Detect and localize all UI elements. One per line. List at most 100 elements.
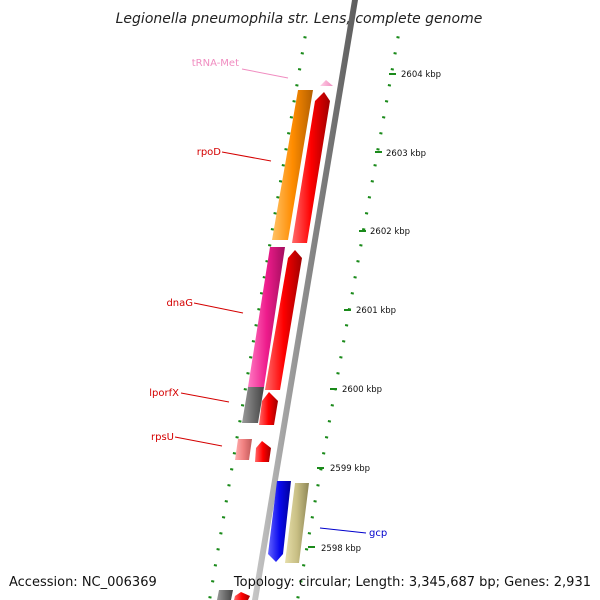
leader-rpsu (174, 436, 223, 447)
inner-ring-tick (208, 596, 212, 599)
inner-ring-tick (300, 52, 304, 55)
inner-ring-tick (257, 308, 261, 311)
inner-ring-tick (297, 68, 302, 71)
leader-rpod (221, 151, 272, 162)
scale-ticks (208, 36, 400, 599)
outer-ring-tick (393, 52, 397, 55)
scale-label-2599: 2599 kbp (330, 464, 370, 474)
scale-label-2603: 2603 kbp (386, 149, 426, 159)
inner-ring-tick (249, 356, 253, 359)
accession-text: Accession: NC_006369 (9, 575, 157, 590)
outer-ring-tick (336, 372, 340, 375)
outer-ring-tick (316, 484, 320, 487)
outer-ring-tick (339, 356, 343, 359)
outer-ring-tick (330, 404, 334, 407)
outer-ring-tick (296, 596, 300, 599)
outer-ring-tick (384, 100, 389, 103)
outer-ring-tick (322, 452, 326, 455)
label-lporfx[interactable]: lporfX (149, 388, 179, 399)
outer-ring-tick (344, 324, 349, 327)
leader-lporfx (180, 392, 230, 403)
cds-gcp[interactable] (268, 481, 291, 562)
cds-rpod[interactable] (292, 92, 330, 243)
outer-ring-tick (327, 420, 332, 423)
label-trna-met[interactable]: tRNA-Met (192, 58, 239, 69)
outer-ring-tick (342, 340, 346, 343)
inner-ring-tick (219, 532, 223, 535)
label-gcp[interactable]: gcp (369, 528, 387, 539)
inner-ring-tick (287, 132, 291, 135)
inner-ring-tick (254, 324, 258, 327)
inner-ring-tick (232, 452, 237, 455)
leader-trna-met (241, 68, 289, 79)
outer-ring-tick (310, 516, 314, 519)
inner-ring-tick (230, 468, 234, 471)
cog-bottom[interactable] (217, 590, 233, 600)
cog-features (217, 90, 313, 600)
outer-ring-tick (387, 84, 392, 87)
inner-ring-tick (268, 244, 272, 247)
inner-ring-tick (273, 212, 277, 215)
inner-ring-tick (216, 548, 220, 551)
outer-ring-tick (370, 180, 374, 183)
inner-ring-tick (246, 372, 250, 375)
outer-ring-tick (299, 580, 303, 583)
inner-ring-tick (292, 100, 296, 103)
outer-ring-tick (364, 212, 369, 215)
inner-ring-tick (243, 388, 247, 391)
outer-ring-tick (362, 228, 366, 231)
genome-summary-text: Topology: circular; Length: 3,345,687 bp… (233, 575, 591, 590)
inner-ring-tick (281, 164, 285, 167)
inner-ring-tick (235, 436, 239, 439)
trna-met-feature[interactable] (320, 80, 333, 86)
scale-label-2600: 2600 kbp (342, 385, 382, 395)
inner-ring-tick (259, 292, 264, 295)
label-dnag[interactable]: dnaG (166, 298, 193, 309)
cds-features (234, 92, 330, 600)
outer-ring-tick (353, 276, 357, 279)
inner-ring-tick (284, 148, 288, 151)
cds-rpsu[interactable] (255, 441, 271, 462)
outer-ring-tick (379, 132, 383, 135)
genome-backbone (252, 0, 358, 600)
cog-rpsu[interactable] (235, 439, 252, 460)
inner-ring-tick (221, 516, 226, 519)
inner-ring-tick (295, 84, 299, 87)
cog-lporfx[interactable] (242, 387, 264, 423)
inner-ring-tick (289, 116, 294, 119)
cds-dnag[interactable] (265, 250, 302, 390)
inner-ring-tick (238, 420, 242, 423)
inner-ring-tick (224, 500, 228, 503)
label-rpod[interactable]: rpoD (197, 147, 222, 158)
cog-dnag[interactable] (248, 247, 285, 387)
outer-ring-tick (350, 292, 354, 295)
outer-ring-tick (302, 564, 306, 567)
outer-ring-tick (356, 260, 360, 263)
scale-label-2604: 2604 kbp (401, 70, 441, 80)
outer-ring-tick (313, 500, 317, 503)
outer-ring-tick (390, 68, 394, 71)
cds-lporfx[interactable] (259, 392, 278, 425)
gene-labels: tRNA-Met rpoD dnaG lporfX rpsU gcp (149, 58, 387, 539)
scale-label-2598: 2598 kbp (321, 544, 361, 554)
label-rpsu[interactable]: rpsU (151, 432, 174, 443)
inner-ring-tick (240, 404, 245, 407)
inner-ring-tick (211, 580, 215, 583)
inner-ring-tick (303, 36, 307, 39)
map-title: Legionella pneumophila str. Lens, comple… (116, 11, 483, 27)
leader-gcp (319, 527, 367, 534)
cds-bottom[interactable] (234, 592, 250, 600)
outer-ring-tick (373, 164, 377, 167)
cog-rpod[interactable] (272, 90, 313, 240)
inner-ring-tick (270, 228, 275, 231)
inner-ring-tick (251, 340, 256, 343)
outer-ring-tick (382, 116, 386, 119)
scale-label-2602: 2602 kbp (370, 227, 410, 237)
inner-ring-tick (227, 484, 231, 487)
leader-dnag (193, 302, 244, 314)
outer-ring-tick (307, 532, 312, 535)
outer-ring-tick (324, 436, 329, 439)
inner-ring-tick (276, 196, 280, 199)
cog-gcp[interactable] (285, 483, 309, 563)
